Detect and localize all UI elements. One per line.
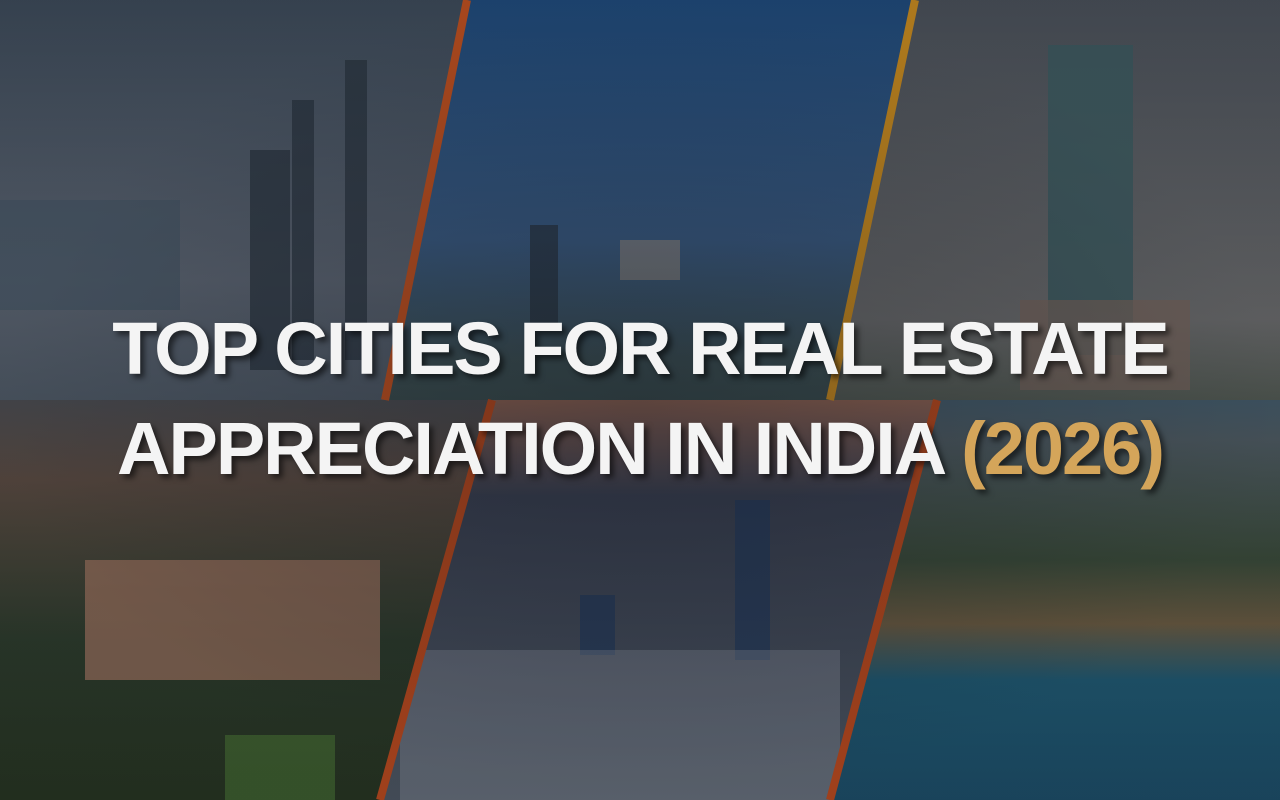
divider-bottom-left [376, 398, 496, 800]
headline-line-1: TOP CITIES FOR REAL ESTATE [0, 312, 1280, 386]
headline-text-2: APPRECIATION IN INDIA [117, 407, 944, 490]
headline-year: (2026) [961, 407, 1165, 490]
headline-text-1: TOP CITIES FOR REAL ESTATE [112, 307, 1169, 390]
divider-bottom-right [826, 398, 941, 800]
divider-top-right [826, 0, 919, 401]
divider-top-left [381, 0, 471, 401]
headline-line-2: APPRECIATION IN INDIA (2026) [0, 412, 1280, 486]
